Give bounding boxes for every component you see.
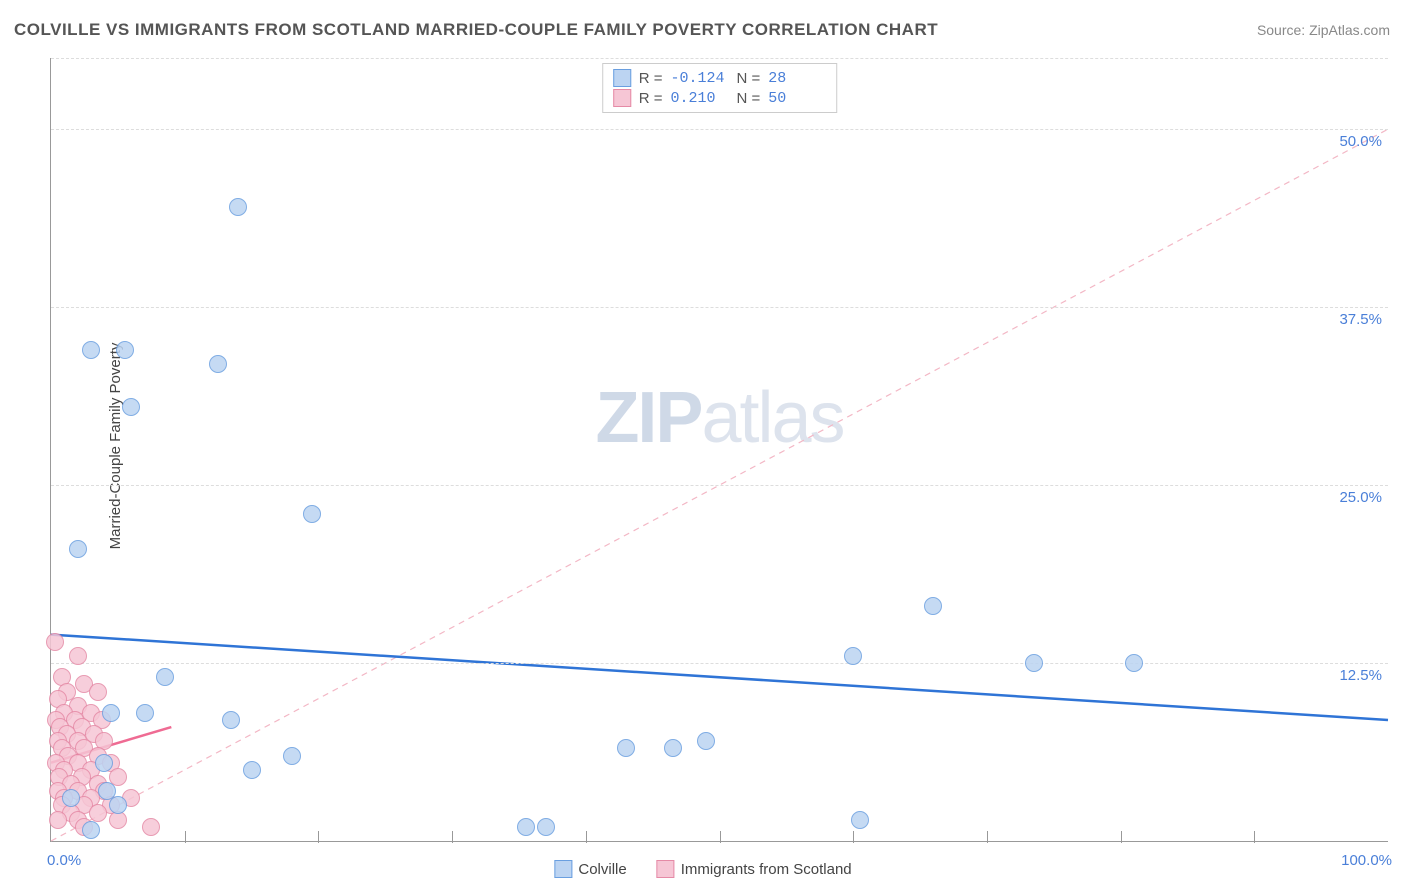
data-point [69, 540, 87, 558]
data-point [102, 704, 120, 722]
data-point [62, 789, 80, 807]
data-point [156, 668, 174, 686]
data-point [136, 704, 154, 722]
data-point [664, 739, 682, 757]
watermark-light: atlas [701, 378, 843, 458]
legend-r-value-2: 0.210 [671, 90, 729, 107]
y-tick-label: 50.0% [1339, 133, 1382, 150]
data-point [924, 597, 942, 615]
data-point [1025, 654, 1043, 672]
x-tick [720, 831, 721, 843]
x-tick-label: 0.0% [47, 852, 81, 869]
data-point [89, 683, 107, 701]
x-tick [185, 831, 186, 843]
x-tick [853, 831, 854, 843]
gridline [51, 663, 1388, 664]
legend-n-label-1: N = [737, 70, 761, 87]
watermark-bold: ZIP [595, 378, 701, 458]
legend-item-2: Immigrants from Scotland [657, 860, 852, 878]
gridline [51, 58, 1388, 59]
data-point [142, 818, 160, 836]
legend-row-series-2: R = 0.210 N = 50 [613, 88, 827, 108]
series-legend: Colville Immigrants from Scotland [554, 860, 851, 878]
x-tick [318, 831, 319, 843]
data-point [1125, 654, 1143, 672]
data-point [209, 355, 227, 373]
legend-r-value-1: -0.124 [671, 70, 729, 87]
x-tick [1121, 831, 1122, 843]
source-attribution: Source: ZipAtlas.com [1257, 22, 1390, 38]
x-tick [452, 831, 453, 843]
data-point [229, 198, 247, 216]
data-point [82, 341, 100, 359]
correlation-legend: R = -0.124 N = 28 R = 0.210 N = 50 [602, 63, 838, 113]
data-point [303, 505, 321, 523]
lines-overlay [51, 58, 1388, 841]
data-point [49, 811, 67, 829]
y-tick-label: 37.5% [1339, 311, 1382, 328]
legend-bottom-label-1: Colville [578, 861, 626, 878]
legend-n-value-2: 50 [768, 90, 826, 107]
y-tick-label: 12.5% [1339, 667, 1382, 684]
legend-r-label-1: R = [639, 70, 663, 87]
x-tick [987, 831, 988, 843]
data-point [844, 647, 862, 665]
data-point [109, 796, 127, 814]
legend-n-value-1: 28 [768, 70, 826, 87]
data-point [617, 739, 635, 757]
data-point [851, 811, 869, 829]
data-point [116, 341, 134, 359]
data-point [95, 754, 113, 772]
plot-area: ZIPatlas R = -0.124 N = 28 R = 0.210 N =… [50, 58, 1388, 842]
data-point [222, 711, 240, 729]
legend-r-label-2: R = [639, 90, 663, 107]
legend-bottom-label-2: Immigrants from Scotland [681, 861, 852, 878]
legend-item-1: Colville [554, 860, 626, 878]
data-point [697, 732, 715, 750]
x-tick [1254, 831, 1255, 843]
data-point [89, 804, 107, 822]
legend-bottom-swatch-2 [657, 860, 675, 878]
legend-swatch-2 [613, 89, 631, 107]
legend-n-label-2: N = [737, 90, 761, 107]
chart-title: COLVILLE VS IMMIGRANTS FROM SCOTLAND MAR… [14, 20, 938, 40]
data-point [517, 818, 535, 836]
x-tick [586, 831, 587, 843]
data-point [122, 398, 140, 416]
legend-swatch-1 [613, 69, 631, 87]
data-point [283, 747, 301, 765]
data-point [69, 647, 87, 665]
legend-row-series-1: R = -0.124 N = 28 [613, 68, 827, 88]
gridline [51, 129, 1388, 130]
data-point [82, 821, 100, 839]
data-point [46, 633, 64, 651]
gridline [51, 307, 1388, 308]
trend-line [51, 635, 1388, 720]
data-point [537, 818, 555, 836]
y-tick-label: 25.0% [1339, 489, 1382, 506]
x-tick-label: 100.0% [1341, 852, 1392, 869]
watermark: ZIPatlas [595, 377, 843, 459]
legend-bottom-swatch-1 [554, 860, 572, 878]
gridline [51, 485, 1388, 486]
data-point [243, 761, 261, 779]
